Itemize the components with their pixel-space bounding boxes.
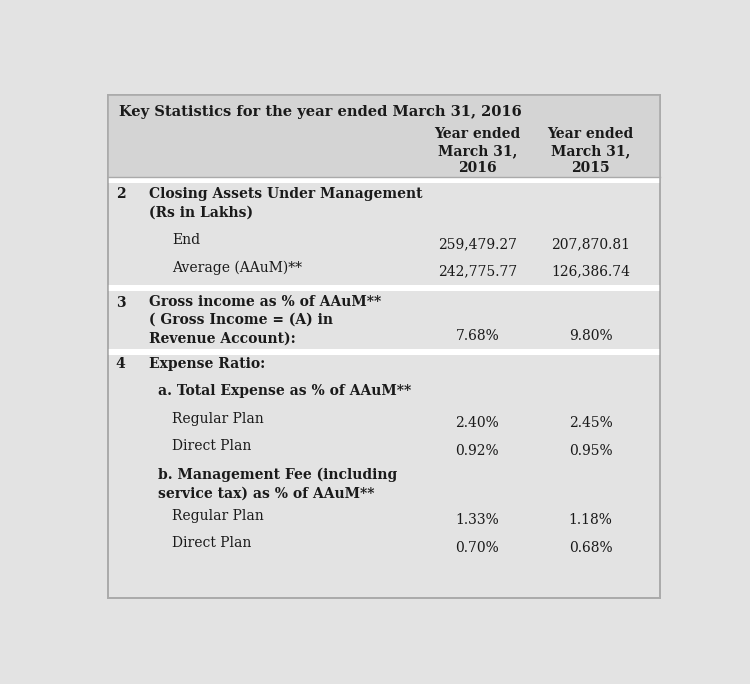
Text: Year ended
March 31,
2016: Year ended March 31, 2016 [434,127,520,175]
Text: 259,479.27: 259,479.27 [438,237,517,251]
Text: 2.40%: 2.40% [455,417,500,430]
Text: 2.45%: 2.45% [568,417,613,430]
Text: 0.68%: 0.68% [569,540,613,555]
Text: 3: 3 [116,295,125,310]
Text: Average (AAuM)**: Average (AAuM)** [172,260,302,274]
Text: Key Statistics for the year ended March 31, 2016: Key Statistics for the year ended March … [118,105,521,119]
Text: 4: 4 [116,357,125,371]
Text: b. Management Fee (including
service tax) as % of AAuM**: b. Management Fee (including service tax… [158,468,397,501]
Text: 126,386.74: 126,386.74 [551,265,630,278]
Text: 7.68%: 7.68% [455,329,500,343]
Text: Regular Plan: Regular Plan [172,509,264,523]
Text: 0.70%: 0.70% [455,540,500,555]
Text: 0.92%: 0.92% [455,444,500,458]
Text: Direct Plan: Direct Plan [172,439,251,453]
Bar [108,95,661,177]
Text: Year ended
March 31,
2015: Year ended March 31, 2015 [548,127,634,175]
Text: 207,870.81: 207,870.81 [551,237,630,251]
Bar [108,349,661,355]
Text: Gross income as % of AAuM**
( Gross Income = (A) in
Revenue Account):: Gross income as % of AAuM** ( Gross Inco… [149,295,381,345]
Text: Closing Assets Under Management
(Rs in Lakhs): Closing Assets Under Management (Rs in L… [149,187,422,220]
Text: End: End [172,233,200,247]
Text: 2: 2 [116,187,125,201]
Text: Regular Plan: Regular Plan [172,412,264,426]
Bar [108,177,661,183]
Text: 242,775.77: 242,775.77 [438,265,517,278]
Text: 1.18%: 1.18% [568,513,613,527]
Text: Expense Ratio:: Expense Ratio: [149,357,266,371]
Text: Direct Plan: Direct Plan [172,536,251,550]
Bar [108,285,661,291]
Text: 0.95%: 0.95% [569,444,613,458]
Text: a. Total Expense as % of AAuM**: a. Total Expense as % of AAuM** [158,384,411,399]
Text: 1.33%: 1.33% [455,513,500,527]
Text: 9.80%: 9.80% [569,329,613,343]
